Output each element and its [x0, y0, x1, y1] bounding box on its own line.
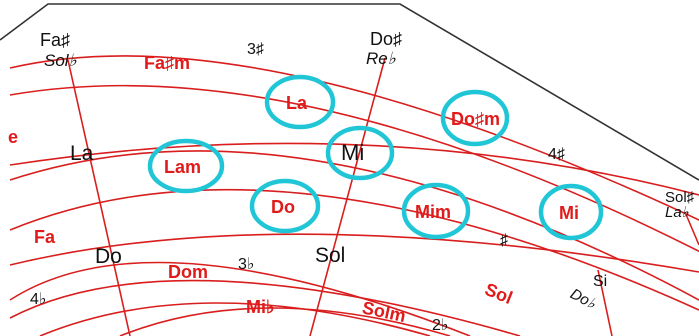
acc-three-sharps: 3♯: [247, 41, 264, 58]
acc-one-sharp: ♯: [500, 232, 508, 249]
highlight-rings: [147, 74, 604, 241]
key-mi-minor: Mim: [415, 202, 451, 222]
key-sol-minor: Solm: [360, 297, 407, 326]
arc-lower-2: [39, 302, 431, 336]
acc-four-sharps: 4♯: [548, 146, 565, 163]
note-mi: Mi: [341, 140, 364, 165]
arc-fourth: [9, 233, 699, 273]
ring-la: [264, 74, 336, 130]
radial-left: [67, 59, 131, 336]
key-fa-sharp-minor: Fa♯m: [144, 53, 190, 73]
key-la: La: [286, 93, 308, 113]
arc-lower-1: [9, 279, 521, 336]
key-do-sharp-minor: Do♯m: [451, 109, 500, 129]
key-mi: Mi: [559, 203, 579, 223]
note-la: La: [70, 142, 94, 165]
note-sol-sharp: Sol♯: [665, 189, 695, 206]
accidental-labels: 3♯ 4♯ ♯ 3♭ 4♭ 2♭: [30, 41, 565, 334]
key-mi-flat: Mi♭: [246, 297, 275, 317]
ring-do: [249, 178, 321, 234]
radial-right: [597, 269, 613, 336]
arc-upper-left: [9, 150, 699, 301]
diagram-border: [0, 3, 699, 181]
arc-fifth: [9, 261, 471, 336]
acc-two-flats: 2♭: [432, 317, 448, 334]
note-la-flat: La♭: [665, 204, 690, 221]
key-sol: Sol: [482, 279, 515, 308]
key-fa: Fa: [34, 227, 56, 247]
acc-four-flats: 4♭: [30, 291, 46, 308]
ring-la-minor: [147, 138, 225, 194]
note-si: Si: [593, 273, 607, 290]
key-labels: Fa♯m La Do♯m Lam Do Mim Mi Fa Dom Sol So…: [8, 53, 579, 326]
ring-mi-minor: [401, 182, 471, 240]
key-partial-left: e: [8, 127, 18, 147]
note-fa-sharp: Fa♯: [40, 30, 70, 50]
acc-three-flats: 3♭: [238, 256, 254, 273]
note-sol-flat: Sol♭: [44, 51, 78, 70]
note-do: Do: [95, 245, 122, 268]
radial-far-right: [684, 211, 699, 246]
ring-mi-major: [538, 183, 604, 241]
key-do: Do: [271, 197, 295, 217]
radial-middle: [309, 57, 386, 336]
key-do-minor: Dom: [168, 262, 208, 282]
note-do-sharp: Do♯: [370, 29, 402, 49]
ring-mi-note: [325, 125, 395, 181]
key-la-minor: Lam: [164, 157, 201, 177]
note-sol: Sol: [315, 244, 345, 267]
arc-lower-3: [119, 307, 451, 336]
note-re-flat: Re♭: [366, 49, 397, 68]
ring-do-sharp-minor: [440, 89, 510, 147]
note-labels: Fa♯ Sol♭ Do♯ Re♭ La Mi Do Sol Sol♯ La♭ S…: [40, 29, 695, 313]
